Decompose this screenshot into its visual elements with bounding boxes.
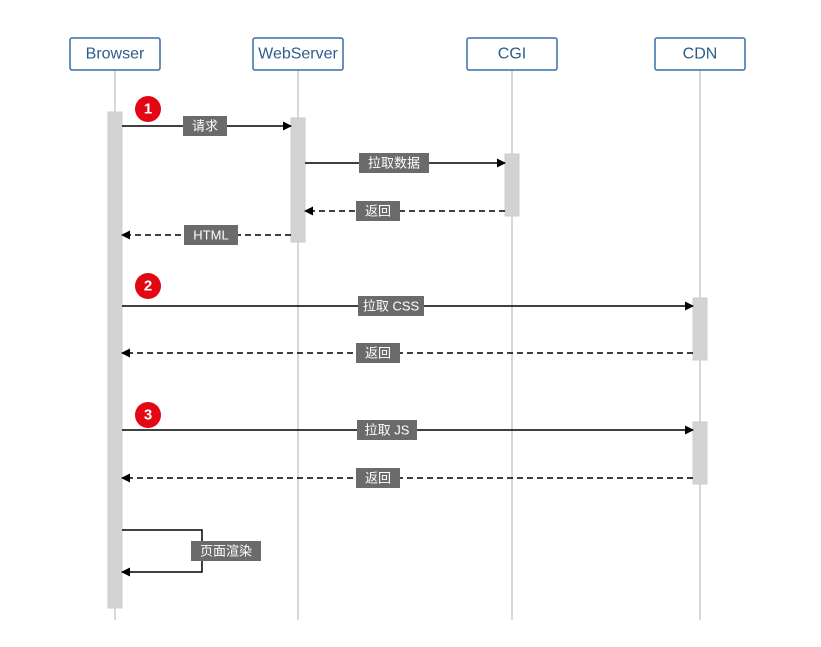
self-message-path xyxy=(122,530,202,572)
sequence-diagram: Browser WebServer CGI CDN 请求拉取数据返回 HTML 拉取 CSS… xyxy=(0,0,821,647)
message-7-label: 返回 xyxy=(365,471,391,486)
activation-cdn xyxy=(693,298,707,360)
self-message-label: 页面渲染 xyxy=(200,544,252,559)
step-number-3: 3 xyxy=(144,407,152,424)
actor-label-browser: Browser xyxy=(86,46,145,63)
activation-cdn xyxy=(693,422,707,484)
activation-webserver xyxy=(291,118,305,242)
step-number-1: 1 xyxy=(144,101,152,118)
activation-browser xyxy=(108,112,122,608)
message-4-label: 拉取 CSS xyxy=(363,299,420,314)
message-5-label: 返回 xyxy=(365,346,391,361)
message-3-label: HTML xyxy=(193,228,228,243)
actor-label-cdn: CDN xyxy=(683,46,718,63)
message-2-label: 返回 xyxy=(365,204,391,219)
message-0-label: 请求 xyxy=(192,119,218,134)
actor-label-cgi: CGI xyxy=(498,46,526,63)
message-6-label: 拉取 JS xyxy=(365,423,410,438)
activation-cgi xyxy=(505,154,519,216)
message-1-label: 拉取数据 xyxy=(368,156,420,171)
actor-label-webserver: WebServer xyxy=(258,46,338,63)
step-number-2: 2 xyxy=(144,278,152,295)
